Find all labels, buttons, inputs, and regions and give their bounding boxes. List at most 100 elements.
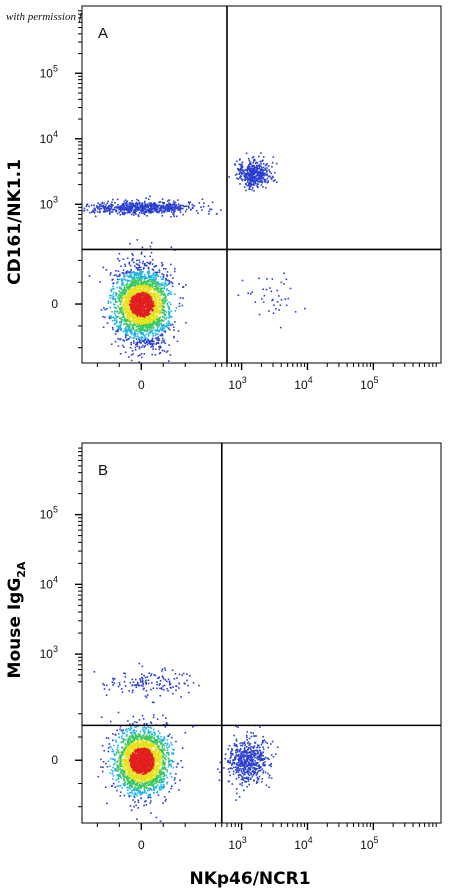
- event-dot: [162, 293, 164, 296]
- event-dot: [125, 304, 127, 306]
- event-dot: [174, 268, 176, 270]
- event-dot: [267, 180, 269, 182]
- event-dot: [179, 204, 182, 207]
- event-dot: [161, 300, 164, 303]
- event-dot: [138, 361, 140, 363]
- event-dot: [171, 752, 173, 755]
- event-dot: [126, 730, 128, 733]
- event-dot: [128, 311, 130, 314]
- event-dot: [103, 202, 105, 205]
- event-dot: [162, 328, 165, 330]
- event-dot: [107, 206, 110, 208]
- event-dot: [166, 288, 168, 290]
- event-dot: [153, 313, 155, 316]
- event-dot: [148, 263, 151, 265]
- event-dot: [118, 290, 121, 293]
- event-dot: [254, 166, 256, 168]
- event-dot: [104, 786, 107, 788]
- event-dot: [89, 212, 91, 214]
- event-dot: [131, 253, 133, 255]
- event-dot: [120, 294, 123, 297]
- event-dot: [124, 286, 126, 288]
- event-dot: [259, 170, 262, 173]
- event-dot: [173, 200, 175, 203]
- event-dot: [123, 316, 125, 319]
- event-dot: [143, 286, 146, 288]
- event-dot: [124, 288, 126, 290]
- event-dot: [128, 320, 131, 323]
- event-dot: [148, 320, 151, 323]
- event-dot: [142, 328, 144, 331]
- event-dot: [178, 283, 180, 285]
- event-dot: [166, 722, 168, 724]
- event-dot: [144, 306, 147, 308]
- event-dot: [253, 171, 255, 174]
- event-dot: [134, 295, 137, 298]
- event-dot: [132, 316, 135, 318]
- event-dot: [258, 313, 261, 316]
- event-dot: [153, 288, 156, 290]
- event-dot: [146, 324, 149, 326]
- event-dot: [152, 778, 155, 780]
- event-dot: [124, 300, 126, 303]
- event-dot: [149, 204, 152, 207]
- event-dot: [254, 162, 257, 165]
- event-dot: [272, 176, 274, 179]
- event-dot: [119, 338, 122, 340]
- event-dot: [137, 290, 139, 293]
- event-dot: [138, 202, 141, 204]
- event-dot: [151, 752, 154, 754]
- event-dot: [120, 729, 123, 732]
- event-dot: [155, 770, 158, 772]
- event-dot: [128, 302, 131, 304]
- event-dot: [127, 297, 129, 299]
- event-dot: [144, 274, 146, 276]
- event-dot: [147, 268, 150, 270]
- event-dot: [151, 205, 153, 207]
- event-dot: [151, 294, 153, 296]
- event-dot: [135, 310, 138, 313]
- event-dot: [114, 754, 116, 756]
- event-dot: [156, 321, 159, 324]
- event-dot: [117, 257, 119, 260]
- event-dot: [261, 168, 263, 171]
- event-dot: [138, 212, 141, 214]
- event-dot: [122, 312, 124, 315]
- event-dot: [142, 302, 145, 304]
- event-dot: [133, 310, 136, 312]
- event-dot: [243, 186, 246, 188]
- event-dot: [156, 764, 158, 767]
- event-dot: [143, 788, 146, 791]
- event-dot: [133, 318, 135, 320]
- event-dot: [153, 202, 156, 204]
- event-dot: [143, 267, 145, 269]
- event-dot: [127, 287, 130, 289]
- event-dot: [263, 178, 266, 181]
- event-dot: [125, 336, 127, 339]
- event-dot: [251, 168, 253, 170]
- event-dot: [116, 278, 119, 281]
- event-dot: [158, 321, 160, 324]
- event-dot: [163, 317, 166, 320]
- event-dot: [156, 307, 159, 310]
- event-dot: [158, 283, 160, 285]
- event-dot: [119, 763, 122, 766]
- event-dot: [275, 162, 278, 165]
- event-dot: [119, 214, 122, 216]
- event-dot: [134, 346, 137, 349]
- event-dot: [141, 251, 143, 254]
- event-dot: [148, 304, 150, 307]
- event-dot: [146, 302, 149, 304]
- event-dot: [142, 292, 145, 294]
- event-dot: [160, 319, 162, 322]
- event-dot: [256, 170, 259, 173]
- event-dot: [195, 210, 198, 212]
- event-dot: [161, 262, 163, 264]
- event-dot: [140, 356, 143, 359]
- event-dot: [145, 281, 148, 283]
- event-dot: [144, 302, 147, 305]
- event-dot: [151, 325, 153, 327]
- event-dot: [157, 290, 160, 293]
- event-dot: [97, 207, 99, 210]
- event-dot: [142, 324, 144, 326]
